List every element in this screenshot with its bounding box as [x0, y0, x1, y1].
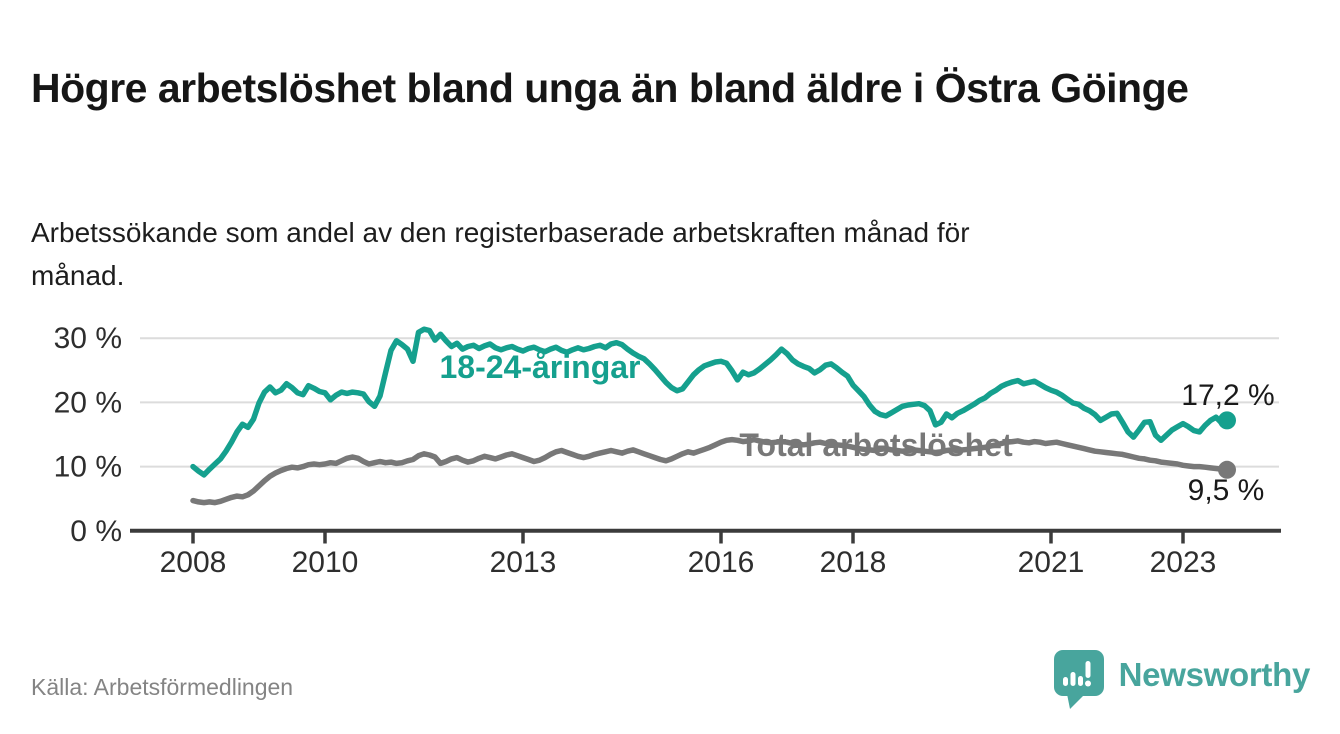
series-label-total: Total arbetslöshet [739, 427, 1013, 463]
x-tick-label: 2018 [820, 546, 887, 579]
y-tick-labels: 0 % 10 % 20 % 30 % [54, 322, 122, 548]
x-tick-label: 2013 [490, 546, 557, 579]
chart-subtitle: Arbetssökande som andel av den registerb… [31, 217, 970, 292]
source-note: Källa: Arbetsförmedlingen [31, 674, 294, 700]
x-tick-labels: 2008 2010 2013 2016 2018 2021 2023 [160, 546, 1217, 579]
x-axis-ticks [191, 531, 1185, 544]
x-tick-label: 2021 [1018, 546, 1085, 579]
x-tick-label: 2023 [1150, 546, 1217, 579]
page-title: Högre arbetslöshet bland unga än bland ä… [31, 65, 1189, 112]
x-tick-label: 2010 [292, 546, 359, 579]
series-lines [190, 326, 1236, 506]
y-tick-label: 0 % [70, 515, 122, 548]
series-line-0 [190, 326, 1230, 478]
end-dot-0 [1218, 411, 1236, 430]
series-line-1 [190, 436, 1230, 506]
end-dot-1 [1218, 460, 1236, 479]
annotations: 18-24-åringar Total arbetslöshet 17,2 % … [440, 349, 1275, 507]
end-value-label-total: 9,5 % [1188, 474, 1265, 507]
series-label-young: 18-24-åringar [440, 349, 641, 385]
y-tick-label: 30 % [54, 322, 122, 355]
logo-bubble-icon [1053, 650, 1104, 709]
x-tick-label: 2008 [160, 546, 227, 579]
end-value-label-young: 17,2 % [1181, 379, 1274, 412]
newsworthy-logo: Newsworthy [1053, 650, 1311, 712]
y-tick-label: 10 % [54, 451, 122, 484]
y-tick-label: 20 % [54, 386, 122, 419]
brand-name: Newsworthy [1118, 656, 1311, 693]
x-tick-label: 2016 [688, 546, 755, 579]
